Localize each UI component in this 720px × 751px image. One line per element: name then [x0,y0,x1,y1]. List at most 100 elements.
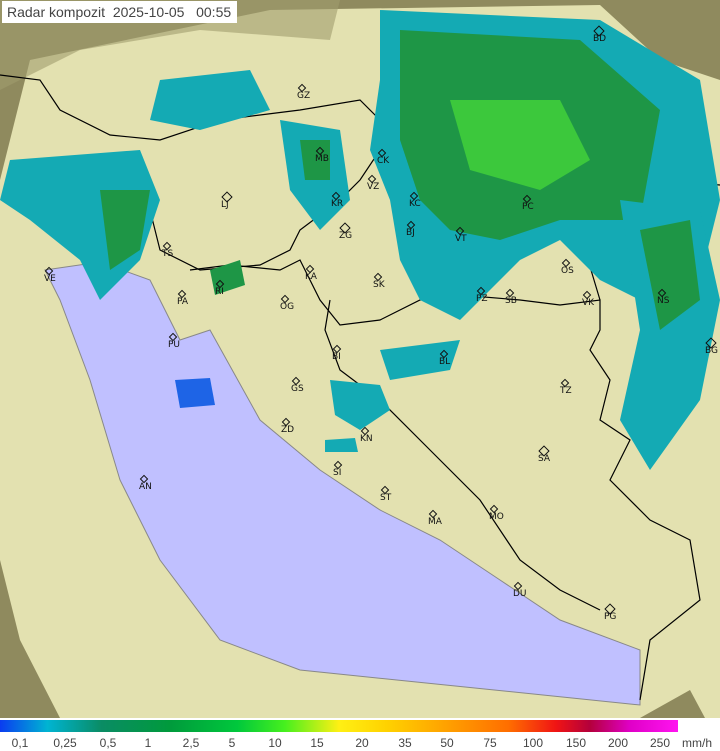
city-label: KA [305,272,317,282]
city-marker-gs: GS [291,376,304,394]
city-marker-ma: MA [428,509,442,527]
city-label: ZD [281,425,295,435]
city-marker-bl: BL [439,349,451,367]
adriatic-sea [44,261,641,706]
city-marker-kr: KR [331,191,343,209]
city-label: VE [44,274,56,284]
city-marker-og: OG [280,294,294,312]
city-label: LJ [221,200,229,210]
city-label: MO [489,512,504,522]
city-marker-pg: PG [604,602,618,622]
city-marker-bj: BJ [406,220,418,238]
city-marker-du: DU [513,581,527,599]
city-label: MA [428,517,442,527]
legend-tick-label: 250 [649,736,671,750]
legend-tick-label: 100 [522,736,544,750]
city-marker-zd: ZD [281,417,294,435]
radar-precipitation [0,10,720,470]
legend-tick-label: 35 [398,736,412,750]
city-marker-vt: VT [455,226,467,244]
city-label: OS [561,266,574,276]
city-marker-vz: VZ [367,174,379,192]
city-label: KR [331,199,344,209]
legend-tick-label: 200 [607,736,629,750]
city-marker-pa: PA [177,289,189,307]
legend-tick-label: 150 [565,736,587,750]
city-marker-pz: PZ [476,286,488,304]
legend-tick-label: 5 [228,736,236,750]
city-marker-st: ST [380,485,392,503]
precipitation-color-scale [0,720,678,732]
legend-tick-label: 50 [440,736,454,750]
city-marker-bi: BI [332,344,344,362]
city-label: MB [315,154,329,164]
city-label: SA [538,454,551,464]
city-label: TS [162,249,174,259]
legend-tick-label: 75 [483,736,497,750]
city-marker-tz: TZ [560,378,572,396]
city-label: PZ [476,294,488,304]
city-marker-mb: MB [315,146,329,164]
city-label: ST [380,493,392,503]
legend-tick-label: 15 [310,736,324,750]
city-label: KC [409,199,421,209]
city-label: OG [280,302,295,312]
city-label: SI [333,468,342,478]
city-marker-gz: GZ [297,83,310,101]
city-marker-an: AN [139,474,152,492]
map-title: Radar kompozit 2025-10-05 00:55 [2,1,238,23]
radar-map[interactable] [0,0,720,718]
city-label: PU [168,340,181,350]
city-label: PC [522,202,534,212]
city-marker-vk: VK [582,290,594,308]
city-label: AN [139,482,152,492]
city-label: BD [593,34,607,44]
city-marker-kn: KN [360,426,373,444]
city-marker-kc: KC [409,191,421,209]
city-label: GZ [297,91,311,101]
city-marker-sb: SB [505,288,517,306]
city-marker-lj: LJ [221,190,235,210]
city-marker-ri: RI [215,279,227,297]
city-label: VT [455,234,467,244]
legend-unit: mm/h [682,736,712,750]
legend-tick-label: 20 [355,736,369,750]
city-marker-pu: PU [168,332,180,350]
city-marker-ck: CK [377,148,389,166]
city-label: GS [291,384,304,394]
city-label: NS [657,296,670,306]
city-label: SK [373,280,385,290]
legend-tick-label: 1 [144,736,152,750]
city-label: BL [439,357,451,367]
city-label: BJ [406,228,415,238]
legend-tick-label: 0,5 [99,736,117,750]
city-label: PG [604,612,617,622]
city-label: PA [177,297,189,307]
city-label: CK [377,156,390,166]
city-label: KN [360,434,373,444]
legend-tick-label: 0,25 [53,736,77,750]
city-marker-ns: NS [657,288,669,306]
city-label: SB [505,296,517,306]
city-marker-sk: SK [373,272,385,290]
city-label: DU [513,589,527,599]
city-label: RI [215,287,224,297]
city-marker-si: SI [333,460,345,478]
city-label: ZG [339,231,353,241]
city-label: TZ [560,386,572,396]
city-marker-mo: MO [489,504,504,522]
city-marker-ka: KA [305,264,317,282]
city-marker-ts: TS [162,241,174,259]
city-label: BG [705,346,718,356]
city-marker-pc: PC [522,194,534,212]
legend-tick-label: 0,1 [11,736,29,750]
city-marker-zg: ZG [339,221,353,241]
city-marker-os: OS [561,258,574,276]
city-label: VK [582,298,595,308]
city-marker-bd: BD [593,24,607,44]
city-label: VZ [367,182,380,192]
city-label: BI [332,352,341,362]
legend-tick-label: 2,5 [182,736,200,750]
city-marker-ve: VE [44,266,56,284]
